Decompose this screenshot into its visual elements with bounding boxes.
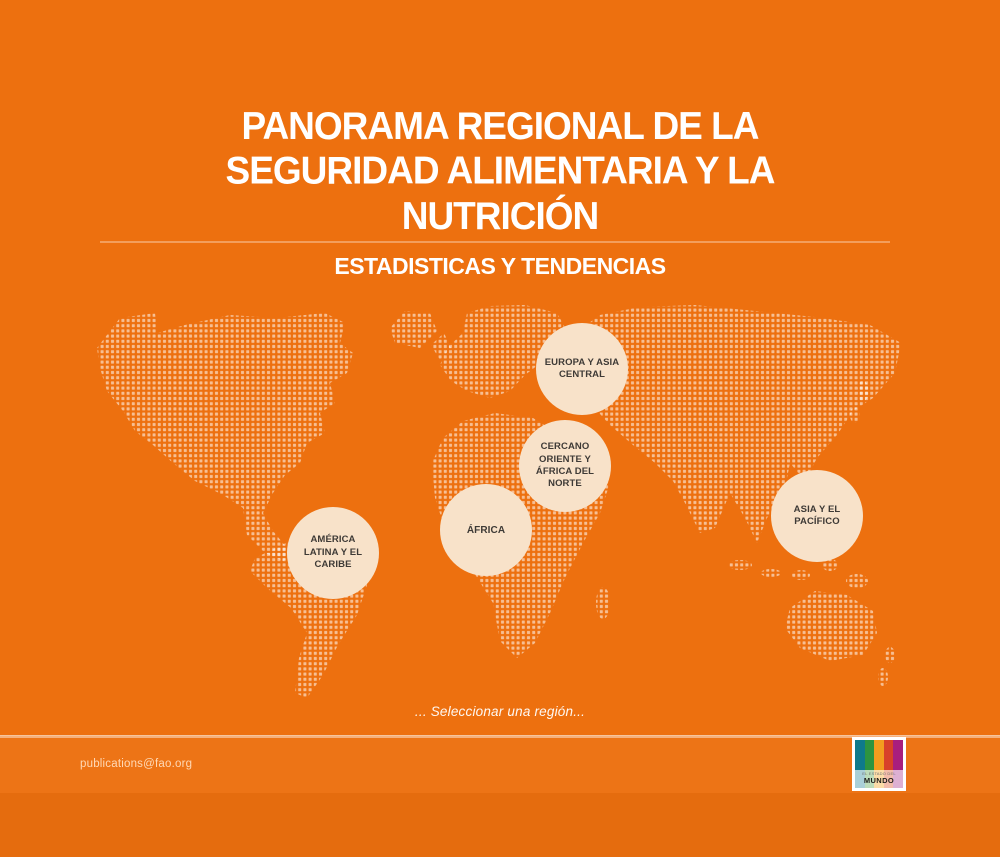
island-indonesia-3 xyxy=(792,570,810,580)
region-button-europa-y-asia-central[interactable]: EUROPA Y ASIA CENTRAL xyxy=(536,323,628,415)
select-region-prompt: ... Seleccionar una región... xyxy=(414,704,586,719)
title-divider xyxy=(100,241,890,243)
logo-stripe-magenta-light xyxy=(893,769,903,788)
logo-stripe-green xyxy=(864,740,875,770)
island-japan-2 xyxy=(850,407,860,423)
island-indonesia-2 xyxy=(761,569,781,577)
bottom-band xyxy=(0,793,1000,857)
logo-stripe-magenta xyxy=(893,740,903,770)
region-button-africa[interactable]: ÁFRICA xyxy=(440,484,532,576)
island-madagascar xyxy=(596,587,610,619)
island-japan-1 xyxy=(857,381,869,401)
publications-email-link[interactable]: publications@fao.org xyxy=(80,758,193,770)
logo-text: EL ESTADO DEL MUNDO xyxy=(855,771,903,785)
logo-stripe-orange-light xyxy=(874,769,884,788)
island-new-zealand-2 xyxy=(878,668,888,686)
island-indonesia-1 xyxy=(728,560,752,570)
continent-north-america xyxy=(97,313,353,561)
logo-stripe-red xyxy=(883,740,894,770)
logo-stripe-green-light xyxy=(864,769,875,788)
logo-series-line1: EL ESTADO DEL xyxy=(862,771,896,777)
region-button-cercano-oriente-y-africa-del-norte[interactable]: CERCANO ORIENTE Y ÁFRICA DEL NORTE xyxy=(519,420,611,512)
page-subtitle: ESTADISTICAS Y TENDENCIAS xyxy=(334,253,666,279)
island-new-zealand-1 xyxy=(885,647,895,663)
island-greenland xyxy=(390,311,437,348)
continent-europe xyxy=(440,305,568,398)
region-button-america-latina-y-el-caribe[interactable]: AMÉRICA LATINA Y EL CARIBE xyxy=(287,507,379,599)
el-estado-del-mundo-logo: EL ESTADO DEL MUNDO xyxy=(852,737,906,791)
logo-stripes: EL ESTADO DEL MUNDO xyxy=(855,740,903,788)
region-button-asia-y-el-pacifico[interactable]: ASIA Y EL PACÍFICO xyxy=(771,470,863,562)
logo-stripe-orange xyxy=(874,740,884,770)
island-indonesia-4 xyxy=(822,559,838,571)
island-new-guinea xyxy=(846,574,868,588)
continent-australia xyxy=(785,591,877,661)
logo-stripe-teal xyxy=(855,740,865,770)
continent-asia xyxy=(565,305,901,543)
page-title: PANORAMA REGIONAL DE LA SEGURIDAD ALIMEN… xyxy=(225,104,776,238)
footer-divider xyxy=(0,735,1000,738)
logo-stripe-teal-light xyxy=(855,769,865,788)
logo-series-line2: MUNDO xyxy=(863,775,895,785)
logo-stripe-red-light xyxy=(883,769,894,788)
